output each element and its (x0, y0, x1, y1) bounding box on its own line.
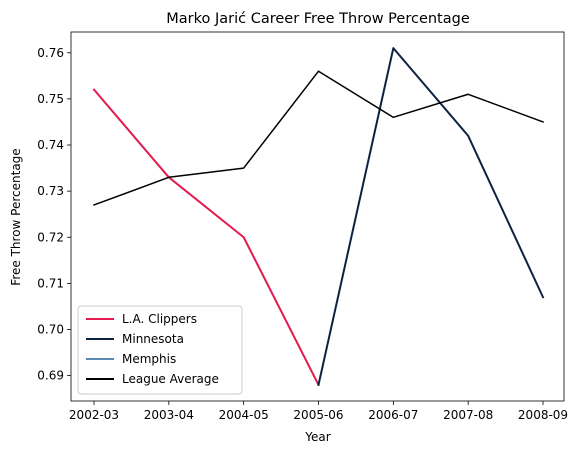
x-tick-label: 2002-03 (69, 408, 119, 422)
x-tick-label: 2007-08 (443, 408, 493, 422)
legend-label: League Average (122, 372, 219, 386)
y-tick-label: 0.69 (37, 369, 64, 383)
y-tick-label: 0.70 (37, 323, 64, 337)
y-axis-title: Free Throw Percentage (9, 148, 23, 285)
legend-label: L.A. Clippers (122, 312, 197, 326)
x-tick-label: 2003-04 (144, 408, 194, 422)
x-axis-title: Year (304, 430, 330, 444)
x-tick-label: 2004-05 (219, 408, 269, 422)
series-line-league-average (93, 70, 544, 206)
series-line-l-a-clippers (92, 88, 320, 387)
x-tick-label: 2005-06 (293, 408, 343, 422)
x-tick-label: 2006-07 (368, 408, 418, 422)
y-tick-label: 0.71 (37, 276, 64, 290)
y-tick-label: 0.76 (37, 46, 64, 60)
y-tick-label: 0.75 (37, 92, 64, 106)
chart-title: Marko Jarić Career Free Throw Percentage (166, 11, 470, 27)
x-tick-label: 2008-09 (518, 408, 568, 422)
series-line-minnesota (317, 47, 545, 387)
legend-label: Memphis (122, 352, 176, 366)
y-tick-label: 0.73 (37, 184, 64, 198)
legend-box (77, 305, 243, 395)
legend-label: Minnesota (122, 332, 184, 346)
legend: L.A. Clippers Minnesota Memphis League Aver… (77, 305, 243, 395)
plot-area: 2002-03 2003-04 2004-05 2005-06 2006-07 2007-… (37, 31, 568, 422)
axes-frame (70, 31, 565, 402)
y-tick-label: 0.74 (37, 138, 64, 152)
y-tick-label: 0.72 (37, 230, 64, 244)
